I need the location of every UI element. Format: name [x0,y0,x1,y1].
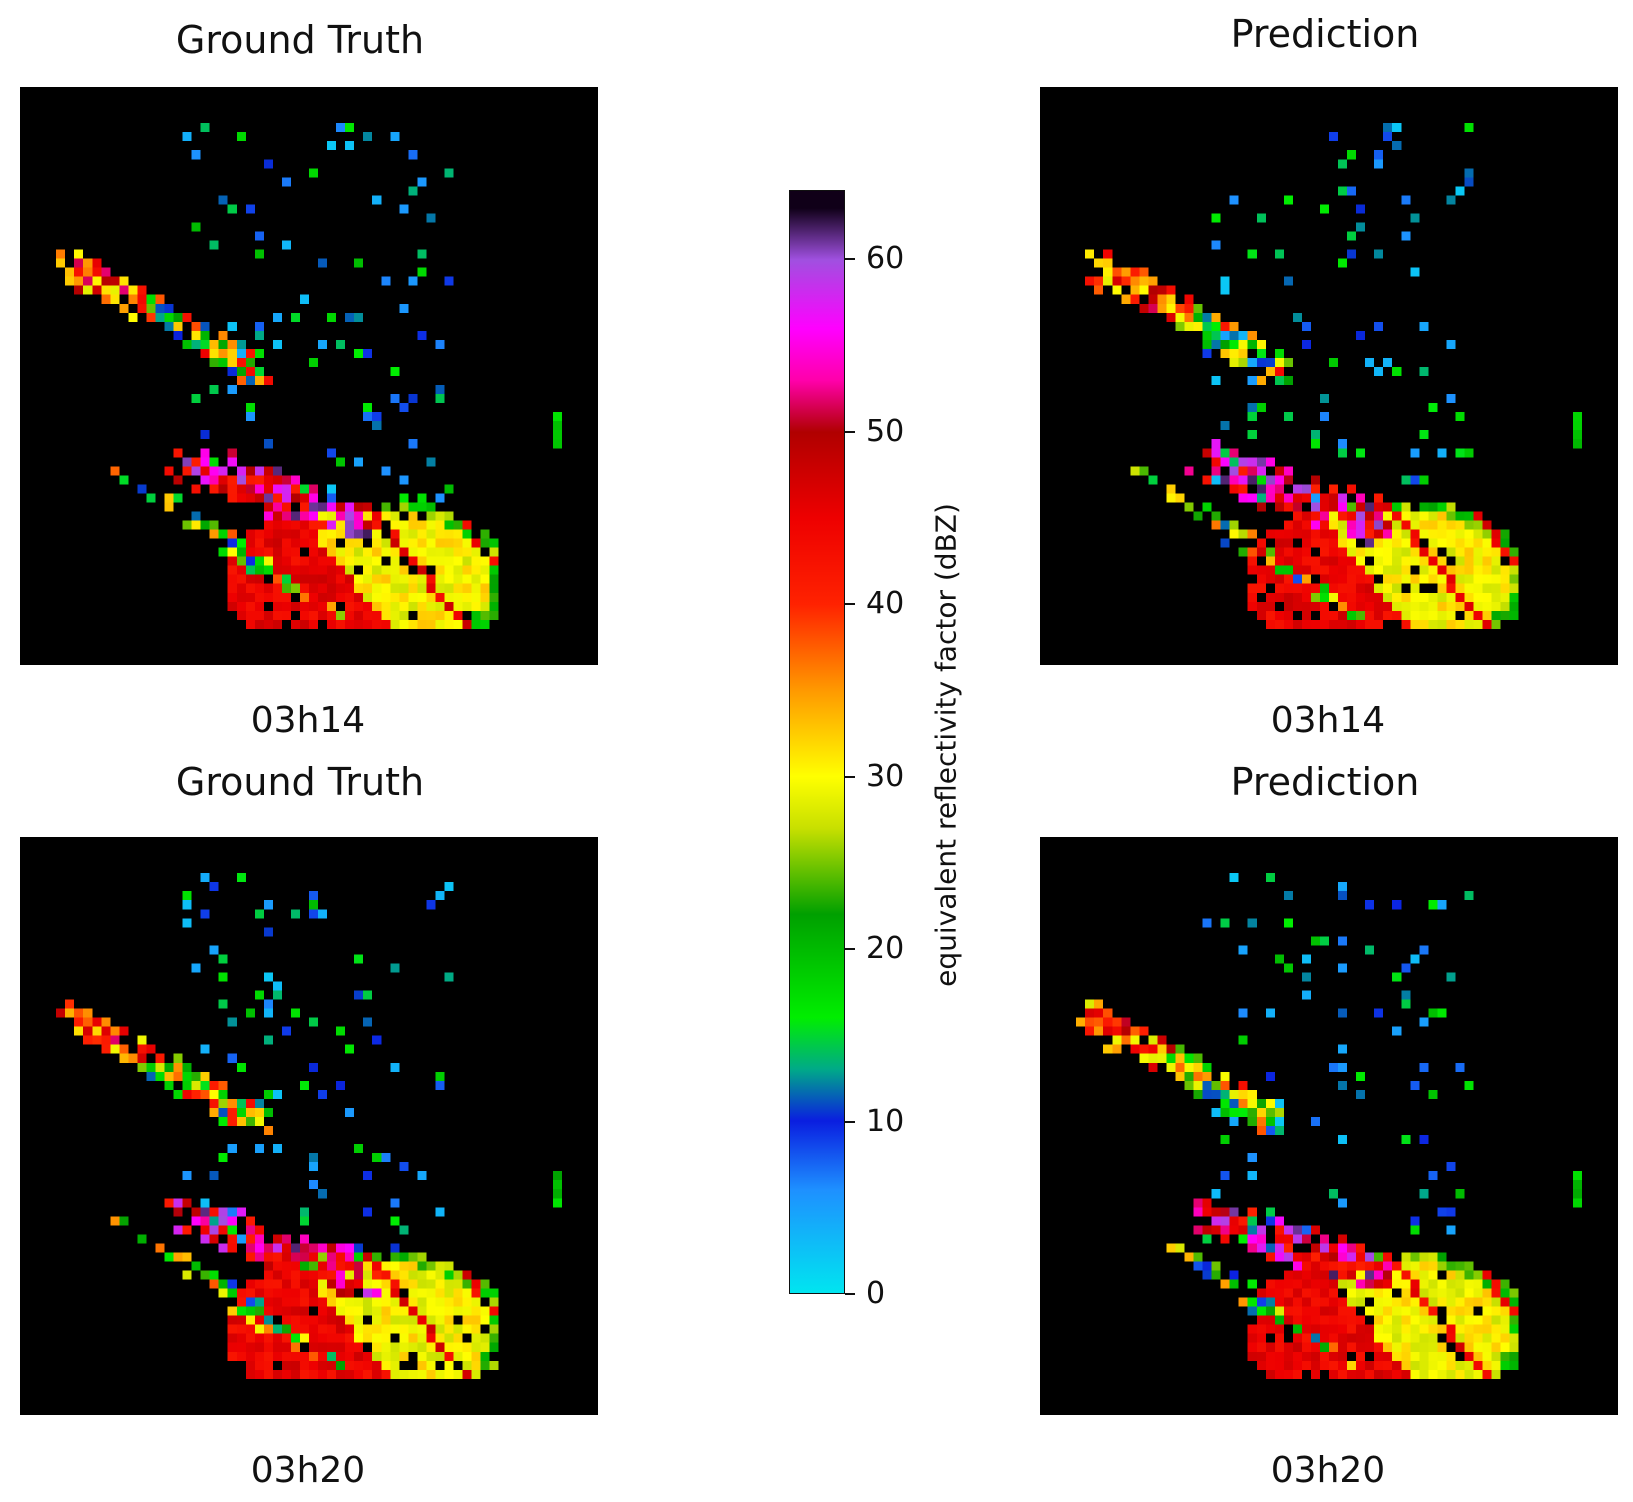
colorbar-tick-label: 20 [866,931,905,966]
reflectivity-heatmap [1040,837,1618,1415]
colorbar-tick-label: 60 [866,241,905,276]
panel-title-prediction-1: Prediction [1230,12,1420,56]
colorbar-tick-label: 0 [866,1276,886,1311]
colorbar-label: equivalent reflectivity factor (dBZ) [929,503,963,987]
colorbar-tick-label: 40 [866,586,905,621]
colorbar-tick-label: 10 [866,1103,905,1139]
panel-time-label: 03h20 [1270,1450,1386,1491]
colorbar-tick-mark [845,603,855,605]
reflectivity-heatmap [20,87,598,665]
colorbar-tick-mark [845,948,855,950]
colorbar-tick-label: 50 [866,413,905,449]
colorbar-tick-mark [845,775,855,778]
radar-panel-prediction-0320 [1040,837,1618,1415]
panel-time-label: 03h14 [250,700,366,741]
reflectivity-heatmap [1040,87,1618,665]
panel-title-prediction-2: Prediction [1230,760,1420,804]
colorbar-tick-mark [845,1293,855,1295]
colorbar-tick-mark [845,258,855,260]
colorbar [789,190,845,1294]
panel-title-ground-truth-2: Ground Truth [175,760,425,804]
reflectivity-heatmap [20,837,598,1415]
colorbar-tick-mark [845,430,855,433]
radar-panel-ground-truth-0320 [20,837,598,1415]
colorbar-gradient [790,191,844,1293]
radar-panel-prediction-0314 [1040,87,1618,665]
panel-time-label: 03h20 [250,1450,366,1491]
radar-panel-ground-truth-0314 [20,87,598,665]
colorbar-tick-label: 30 [866,758,905,794]
panel-time-label: 03h14 [1270,700,1386,741]
panel-title-ground-truth-1: Ground Truth [175,18,425,62]
colorbar-tick-mark [845,1120,855,1123]
